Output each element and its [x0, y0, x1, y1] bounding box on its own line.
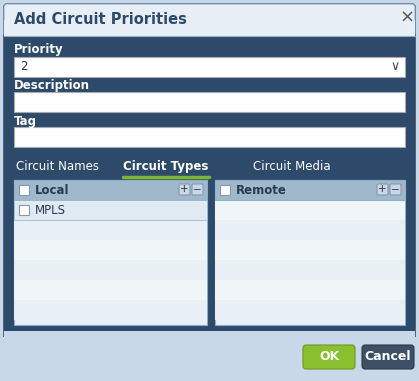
Text: MPLS: MPLS [35, 203, 66, 216]
Text: 2: 2 [20, 61, 28, 74]
Bar [4, 331, 415, 377]
Bar [0, 337, 419, 381]
Text: +: + [378, 184, 387, 194]
Bar [215, 220, 405, 240]
Bar [215, 240, 405, 260]
FancyBboxPatch shape [179, 184, 190, 195]
Text: Remote: Remote [236, 184, 287, 197]
Text: Add Circuit Priorities: Add Circuit Priorities [14, 13, 187, 27]
Text: OK: OK [319, 351, 339, 363]
Text: Circuit Media: Circuit Media [253, 160, 331, 173]
Bar [4, 325, 415, 377]
Text: Tag: Tag [14, 115, 37, 128]
Bar [14, 180, 207, 200]
Bar [14, 240, 207, 260]
Text: −: − [193, 184, 202, 194]
Text: Description: Description [14, 80, 90, 93]
Bar [14, 127, 405, 147]
Bar [215, 280, 405, 300]
Text: Cancel: Cancel [365, 351, 411, 363]
Text: Circuit Types: Circuit Types [123, 160, 209, 173]
Bar [14, 220, 207, 240]
Bar [215, 200, 405, 220]
Bar [14, 200, 207, 220]
FancyBboxPatch shape [4, 4, 415, 377]
Bar [14, 92, 405, 112]
Bar [14, 180, 207, 325]
Text: ∨: ∨ [391, 61, 400, 74]
Bar [220, 185, 230, 195]
Bar [215, 180, 405, 200]
Bar [215, 180, 405, 325]
FancyBboxPatch shape [377, 184, 388, 195]
FancyBboxPatch shape [362, 345, 414, 369]
Text: Local: Local [35, 184, 70, 197]
FancyBboxPatch shape [390, 184, 401, 195]
Bar [19, 185, 29, 195]
Bar [14, 200, 207, 220]
Bar [19, 205, 29, 215]
Bar [14, 300, 207, 320]
FancyBboxPatch shape [4, 4, 415, 36]
Text: ×: × [399, 9, 414, 27]
FancyBboxPatch shape [192, 184, 203, 195]
Text: Circuit Names: Circuit Names [16, 160, 98, 173]
Bar [4, 20, 415, 36]
Bar [4, 36, 415, 331]
FancyBboxPatch shape [303, 345, 355, 369]
Bar [215, 260, 405, 280]
Bar [14, 280, 207, 300]
Bar [14, 260, 207, 280]
Text: −: − [391, 184, 400, 194]
Bar [14, 57, 405, 77]
Text: Priority: Priority [14, 43, 64, 56]
Bar [215, 300, 405, 320]
Text: +: + [180, 184, 189, 194]
